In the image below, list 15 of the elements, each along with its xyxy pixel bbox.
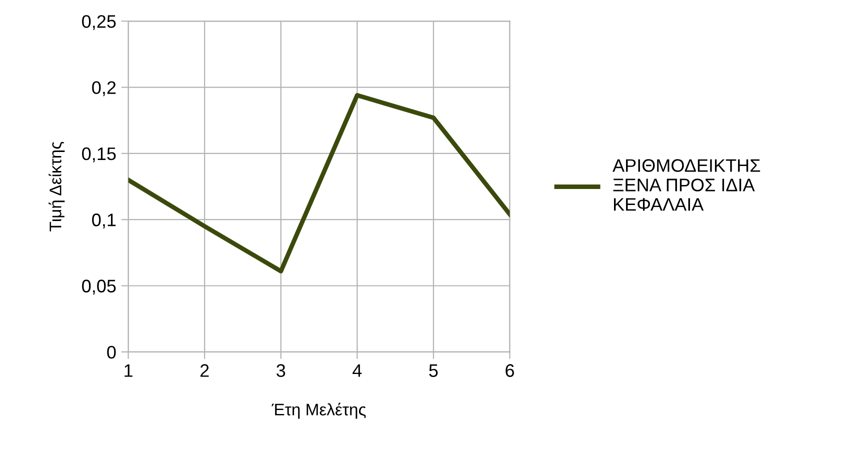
y-tick-label: 0 [107,346,116,359]
x-tick-label: 3 [276,364,286,377]
x-tick-label: 1 [124,364,132,377]
y-axis-title: Τιμή Δείκτης [48,142,65,232]
y-tick-label: 0,25 [82,15,116,30]
legend-label: ΑΡΙΘΜΟΔΕΙΚΤΗΣ ΞΕΝΑ ΠΡΟΣ ΙΔΙΑ ΚΕΦΑΛΑΙΑ [612,159,760,211]
y-tick-label: 0,05 [82,280,116,295]
x-tick-label: 2 [200,364,209,377]
y-tick-label: 0,2 [92,81,116,96]
y-tick-label: 0,15 [82,147,116,162]
x-tick-label: 6 [506,364,514,377]
x-tick-label: 5 [429,364,438,377]
x-tick-label: 4 [352,364,362,377]
x-axis-title: Έτη Μελέτης [272,402,366,419]
y-tick-label: 0,1 [92,214,116,228]
